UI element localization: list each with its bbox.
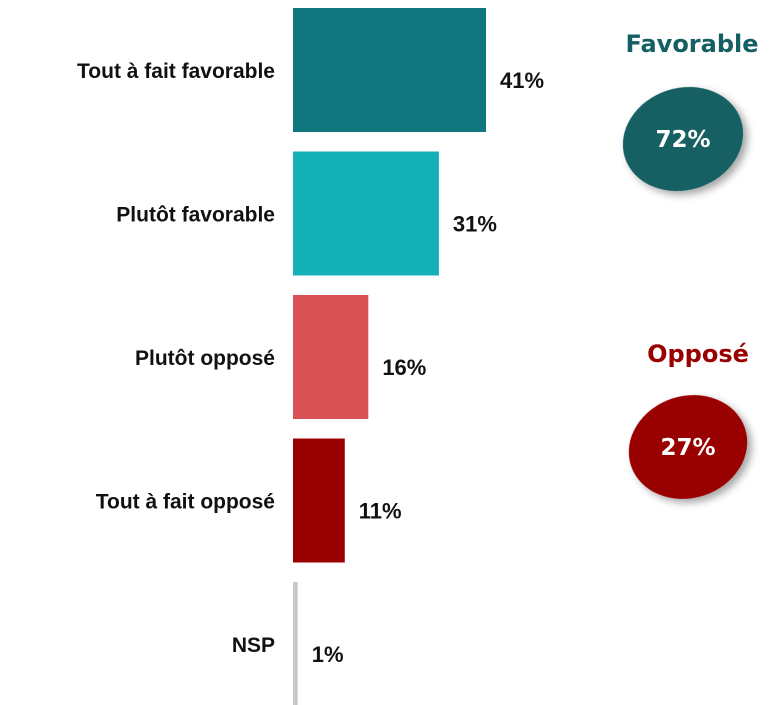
value-label: 16% [382, 355, 426, 380]
value-label: 1% [312, 642, 344, 667]
bar-4 [293, 438, 345, 563]
value-label: 11% [359, 499, 402, 524]
oppose-title: Opposé [647, 340, 749, 368]
oppose-badge [628, 395, 748, 499]
category-label: Plutôt opposé [135, 347, 275, 370]
favorable-title: Favorable [625, 30, 758, 58]
bar-5 [293, 582, 298, 705]
category-label: Tout à fait favorable [77, 60, 275, 83]
value-label: 31% [453, 212, 497, 237]
favorable-summary: Favorable 72% [622, 30, 759, 192]
category-label: Tout à fait opposé [96, 491, 275, 514]
category-label: Plutôt favorable [116, 204, 275, 227]
bars-group: Tout à fait favorable 41% Plutôt favorable… [77, 8, 544, 705]
oppose-summary: Opposé 27% [628, 340, 749, 499]
favorable-value: 72% [655, 127, 710, 153]
value-label: 41% [500, 68, 544, 93]
oppose-value: 27% [660, 435, 715, 461]
bar-3 [293, 295, 369, 419]
favorable-badge [622, 86, 744, 192]
bar-1 [293, 8, 486, 132]
bar-2 [293, 151, 439, 276]
category-label: NSP [232, 634, 275, 657]
